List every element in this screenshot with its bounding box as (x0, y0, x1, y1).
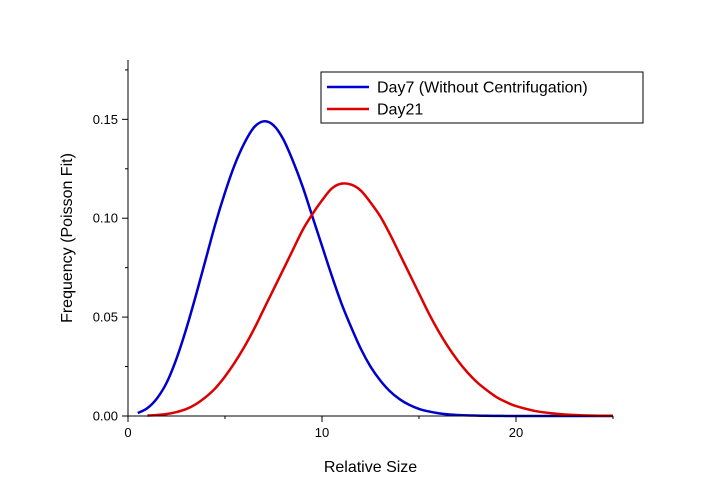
legend-label-2: Day21 (377, 102, 423, 119)
x-tick-label: 0 (124, 425, 131, 440)
y-tick-label: 0.15 (93, 112, 118, 127)
legend-box (320, 71, 644, 124)
y-tick-label: 0.05 (93, 310, 118, 325)
y-tick-label: 0.00 (93, 409, 118, 424)
plot-area (137, 120, 614, 418)
x-axis-label: Relative Size (324, 459, 417, 476)
legend: Day7 (Without Centrifugation) Day21 (320, 71, 644, 124)
legend-label-1: Day7 (Without Centrifugation) (377, 80, 588, 97)
y-tick-label: 0.10 (93, 211, 118, 226)
x-tick-label: 20 (509, 425, 523, 440)
series-line-1 (137, 120, 613, 418)
y-axis-label: Frequency (Poisson Fit) (59, 153, 76, 323)
series-line-2 (147, 182, 614, 418)
x-tick-label: 10 (315, 425, 329, 440)
ticks: 0 10 20 0.00 0.05 0.10 0.15 (93, 69, 614, 440)
